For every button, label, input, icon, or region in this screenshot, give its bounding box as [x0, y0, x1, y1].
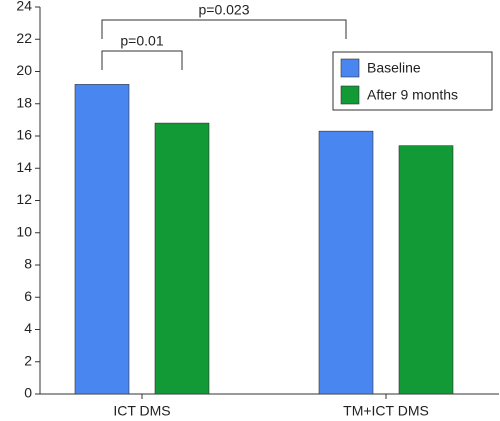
- y-tick-label: 24: [16, 0, 32, 14]
- bar: [318, 130, 374, 395]
- x-tick-label: ICT DMS: [113, 403, 170, 419]
- bar: [74, 84, 130, 395]
- legend-label: Baseline: [367, 60, 421, 76]
- significance-bracket: [101, 19, 347, 39]
- y-tick-label: 22: [16, 30, 32, 46]
- y-tick-label: 12: [16, 191, 32, 207]
- bar: [398, 145, 454, 395]
- annotation: p=0.023: [199, 2, 250, 18]
- annotation: p=0.01: [120, 33, 163, 49]
- y-tick-label: 2: [24, 352, 32, 368]
- y-tick-label: 0: [24, 385, 32, 401]
- legend-swatch: [340, 85, 360, 105]
- y-tick-label: 4: [24, 320, 32, 336]
- y-tick-label: 14: [16, 159, 32, 175]
- x-tick-label: TM+ICT DMS: [343, 403, 429, 419]
- y-tick-label: 8: [24, 256, 32, 272]
- y-tick-label: 6: [24, 288, 32, 304]
- bar: [154, 122, 210, 395]
- legend-label: After 9 months: [367, 87, 458, 103]
- significance-bracket: [101, 50, 183, 70]
- legend-box: [332, 51, 493, 111]
- legend-swatch: [340, 58, 360, 78]
- y-tick-label: 10: [16, 223, 32, 239]
- y-tick-label: 20: [16, 62, 32, 78]
- y-tick-label: 18: [16, 94, 32, 110]
- y-tick-label: 16: [16, 127, 32, 143]
